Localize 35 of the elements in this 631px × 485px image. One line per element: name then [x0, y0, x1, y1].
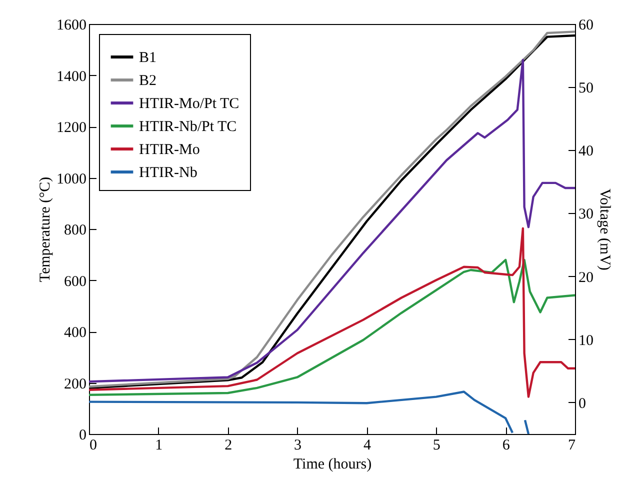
y-tick-label: 200 — [64, 376, 86, 392]
x-tick-label: 6 — [502, 438, 510, 454]
legend-label: HTIR-Mo — [139, 142, 200, 158]
x-tick-label: 2 — [224, 438, 232, 454]
y-tick-label: 1000 — [56, 171, 86, 188]
y-tick-label: 600 — [64, 274, 86, 290]
x-tick-label: 5 — [432, 438, 440, 454]
y-tick-label: 800 — [64, 222, 86, 238]
y2-tick-label: 10 — [578, 332, 594, 349]
x-tick-label: 7 — [568, 438, 576, 454]
y2-tick-label: 40 — [578, 144, 594, 160]
x-tick-label: 1 — [155, 438, 163, 454]
y2-tick-label: 0 — [578, 396, 586, 412]
x-axis-title: Time (hours) — [293, 456, 372, 472]
y-tick-label: 1400 — [56, 68, 86, 85]
x-tick-label: 4 — [363, 438, 372, 454]
legend-label: HTIR-Mo/Pt TC — [139, 96, 240, 112]
y2-tick-label: 20 — [578, 270, 594, 286]
legend-label: HTIR-Nb — [139, 165, 198, 181]
y-tick-label: 0 — [79, 428, 86, 444]
y2-tick-label: 60 — [578, 18, 594, 34]
y-axis-title: Temperature (°C) — [38, 176, 54, 282]
legend-label: B2 — [139, 73, 157, 89]
y-tick-label: 1200 — [56, 120, 86, 136]
y-tick-label: 1600 — [56, 18, 86, 34]
legend-label: HTIR-Nb/Pt TC — [139, 119, 237, 135]
y-tick-label: 400 — [64, 325, 86, 341]
legend-label: B1 — [139, 50, 157, 66]
x-tick-label: 3 — [294, 438, 302, 454]
y2-tick-label: 30 — [578, 206, 594, 223]
x-tick-label: 0 — [90, 438, 97, 454]
y2-tick-label: 50 — [578, 80, 594, 97]
line-series — [88, 227, 576, 398]
y2-axis-title: Voltage (mV) — [596, 188, 612, 270]
line-series — [88, 258, 576, 396]
